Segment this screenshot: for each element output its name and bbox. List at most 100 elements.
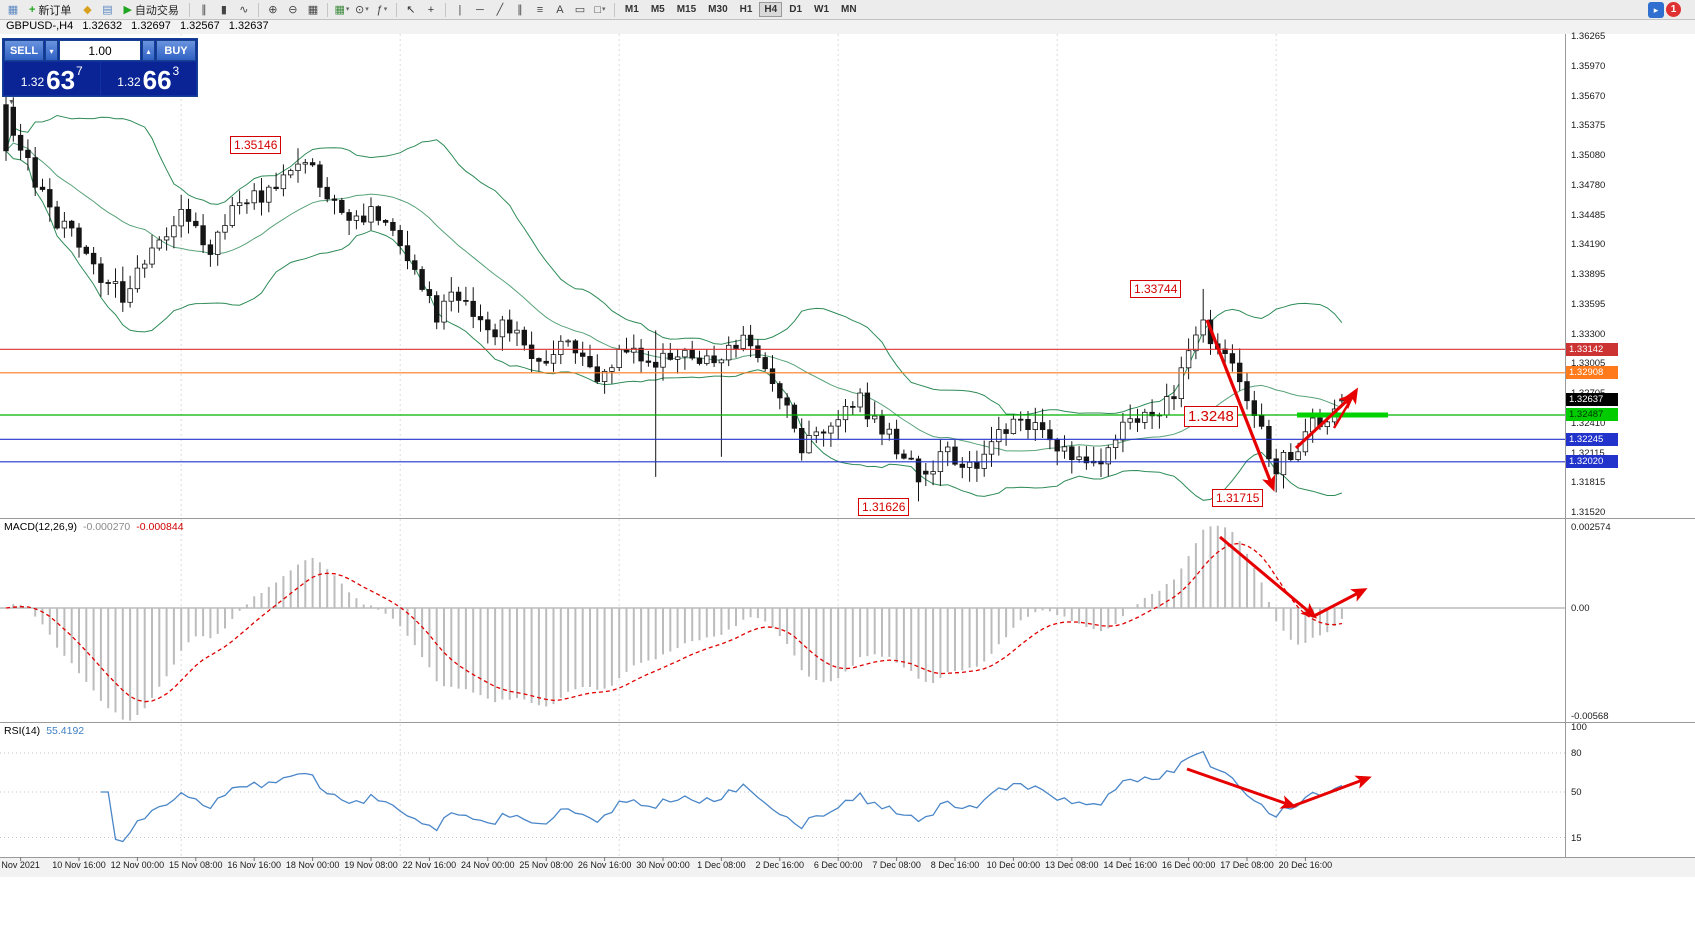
rsi-axis-label: 80: [1571, 748, 1582, 759]
price-axis-label: 1.34485: [1571, 209, 1606, 221]
toolbar-separator: [395, 2, 397, 17]
price-level-tag: 1.32487: [1566, 408, 1618, 422]
buy-price-button[interactable]: 1.32 66 3: [100, 62, 196, 95]
horizontal-line-icon[interactable]: ─: [476, 3, 484, 16]
panel-divider[interactable]: [0, 722, 1695, 723]
channel-icon[interactable]: ∥: [517, 3, 523, 16]
toolbar-separator: [257, 2, 259, 17]
time-axis-label: 24 Nov 00:00: [461, 860, 515, 870]
auto-trading-button-label: 自动交易: [134, 4, 179, 17]
price-level-tag: 1.33142: [1566, 342, 1618, 356]
shapes-icon[interactable]: □ ▾: [594, 3, 606, 16]
price-level-tag: 1.32908: [1566, 366, 1618, 380]
symbol-timeframe-label: GBPUSD-,H4: [6, 20, 74, 32]
bar-chart-mode-icon[interactable]: ∥: [201, 3, 207, 16]
auto-trading-button-icon: ▶: [123, 4, 132, 16]
trade-panel-collapse-icon[interactable]: ▼: [8, 99, 15, 106]
sell-price-button[interactable]: 1.32 63 7: [4, 62, 100, 95]
notifications-badge[interactable]: 1: [1666, 2, 1681, 17]
new-order-button[interactable]: + 新订单: [24, 2, 76, 18]
time-axis-label: 1 Dec 08:00: [697, 860, 746, 870]
sell-button[interactable]: SELL: [4, 40, 44, 61]
candlestick-mode-icon[interactable]: ▮: [220, 3, 227, 16]
new-chart-dropdown-icon[interactable]: ▦ ▾: [334, 3, 350, 16]
time-axis[interactable]: [0, 857, 1695, 877]
time-axis-label: 18 Nov 00:00: [285, 860, 340, 870]
crosshair-icon[interactable]: +: [427, 3, 435, 16]
rsi-axis-label: 15: [1571, 832, 1582, 844]
label-icon[interactable]: ▭: [574, 3, 586, 16]
rsi-indicator-panel[interactable]: [0, 722, 1565, 857]
timeframe-h4-button[interactable]: H4: [759, 2, 783, 17]
timeframe-h1-button[interactable]: H1: [739, 4, 753, 15]
macd-signal-value: -0.000844: [136, 521, 184, 533]
time-axis-label: Nov 2021: [1, 860, 40, 870]
price-axis-label: 1.34780: [1571, 179, 1606, 191]
zoom-out-icon[interactable]: ⊖: [288, 3, 298, 16]
buy-button[interactable]: BUY: [156, 40, 196, 61]
timeframe-w1-button[interactable]: W1: [814, 4, 830, 15]
timeframe-m15-button[interactable]: M15: [676, 4, 697, 15]
price-annotation[interactable]: 1.33744: [1130, 280, 1182, 298]
sell-price-main: 1.32: [20, 75, 45, 89]
text-icon[interactable]: A: [556, 3, 564, 16]
price-level-tag: 1.32020: [1566, 455, 1618, 469]
dropdown-arrow-icon: ▾: [383, 5, 388, 13]
rsi-value: 55.4192: [46, 725, 85, 737]
favorites-icon[interactable]: ◆: [83, 3, 92, 16]
toolbar-separator: [188, 2, 190, 17]
time-axis-label: 2 Dec 16:00: [755, 860, 805, 870]
price-annotation[interactable]: 1.3248: [1184, 406, 1238, 427]
volume-increase-button[interactable]: ▴: [142, 40, 155, 61]
sell-price-big: 63: [46, 65, 76, 95]
macd-indicator-panel[interactable]: [0, 518, 1565, 722]
dropdown-arrow-icon: ▾: [365, 5, 369, 13]
price-axis[interactable]: [1565, 20, 1695, 877]
price-annotation[interactable]: 1.31715: [1212, 489, 1264, 507]
price-axis-label: 1.31815: [1571, 477, 1606, 489]
macd-main-value: -0.000270: [82, 521, 131, 533]
current-price-tag: 1.32637: [1566, 393, 1618, 407]
auto-trading-button[interactable]: ▶ 自动交易: [118, 2, 183, 18]
buy-price-big: 66: [142, 65, 172, 95]
timeframe-m5-button[interactable]: M5: [650, 4, 665, 15]
indicators-icon[interactable]: ƒ ▾: [376, 3, 388, 16]
price-axis-label: 1.33595: [1571, 298, 1606, 310]
timeframe-mn-button[interactable]: MN: [841, 4, 857, 15]
rsi-label: RSI(14) 55.4192: [4, 725, 84, 737]
time-axis-label: 25 Nov 08:00: [519, 860, 573, 870]
ohlc-open: 1.32632: [82, 20, 123, 32]
price-axis-label: 1.35375: [1571, 120, 1606, 132]
line-chart-mode-icon[interactable]: ∿: [239, 3, 249, 16]
new-chart-icon[interactable]: ▦: [7, 3, 19, 16]
panel-divider[interactable]: [0, 518, 1695, 519]
vertical-line-icon[interactable]: |: [458, 3, 462, 16]
timeframe-m30-button[interactable]: M30: [708, 4, 728, 15]
price-annotation[interactable]: 1.35146: [230, 136, 282, 154]
price-annotation[interactable]: 1.31626: [858, 498, 910, 516]
volume-input[interactable]: [59, 40, 141, 61]
price-axis-label: 1.36265: [1571, 31, 1606, 42]
trendline-icon[interactable]: ╱: [496, 3, 504, 16]
cursor-icon[interactable]: ↖: [406, 3, 416, 16]
tile-windows-icon[interactable]: ▦: [307, 3, 319, 16]
market-watch-icon[interactable]: ▤: [102, 3, 113, 16]
toolbar-separator: [444, 2, 446, 17]
ohlc-close: 1.32637: [228, 20, 269, 32]
time-axis-label: 15 Nov 08:00: [169, 860, 223, 870]
new-order-button-icon: +: [29, 3, 36, 16]
price-axis-label: 1.31520: [1571, 507, 1606, 518]
fibonacci-icon[interactable]: ≡: [536, 3, 544, 16]
timeframe-m1-button[interactable]: M1: [624, 4, 639, 15]
chart-ohlc-header: GBPUSD-,H4 1.32632 1.32697 1.32567 1.326…: [0, 20, 1695, 34]
timeframe-d1-button[interactable]: D1: [789, 4, 803, 15]
community-icon[interactable]: ▸: [1648, 1, 1664, 18]
volume-decrease-button[interactable]: ▾: [45, 40, 58, 61]
zoom-in-icon[interactable]: ⊕: [268, 3, 278, 16]
main-chart-panel[interactable]: [0, 34, 1565, 518]
price-axis-label: 1.34190: [1571, 239, 1606, 251]
ohlc-low: 1.32567: [179, 20, 220, 32]
profiles-icon[interactable]: ⊙ ▾: [355, 3, 369, 16]
time-axis-label: 17 Dec 08:00: [1220, 860, 1274, 870]
